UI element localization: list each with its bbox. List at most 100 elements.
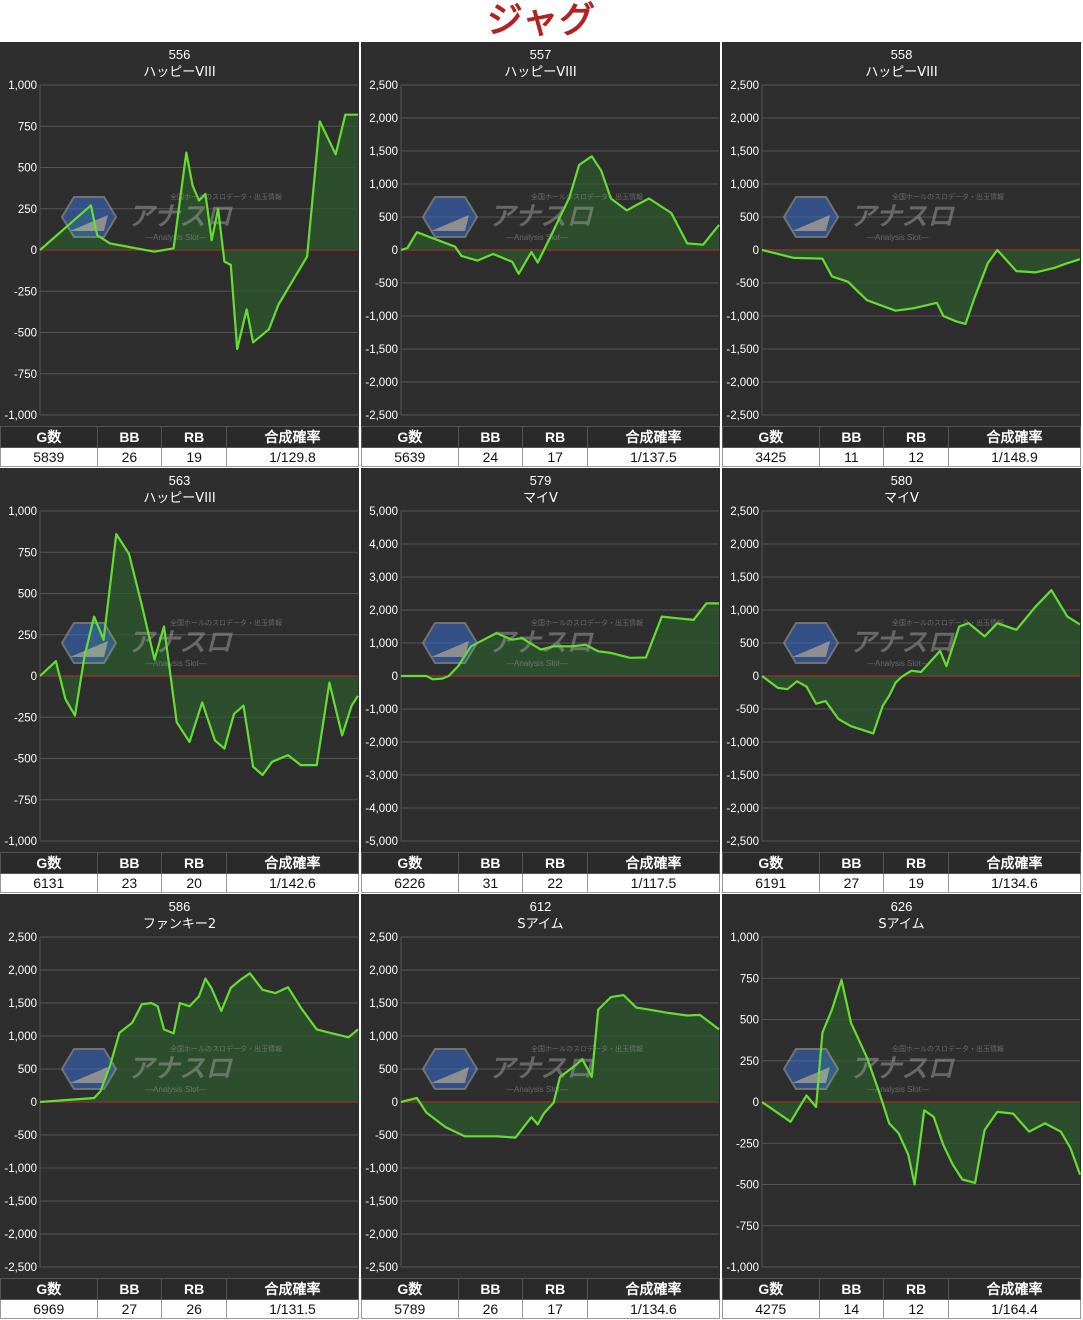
watermark-subtext: —Analysis Slot— bbox=[506, 233, 568, 242]
y-tick-label: -1,000 bbox=[4, 836, 37, 848]
machine-model: Sアイム bbox=[878, 917, 924, 932]
stats-header-cell: RB bbox=[522, 426, 588, 448]
stats-games-cell: 6131 bbox=[0, 873, 98, 893]
watermark-caption: 全国ホールのスロデータ・出玉情報 bbox=[170, 618, 282, 627]
stats-header-cell: 合成確率 bbox=[947, 426, 1082, 448]
watermark-logo: アナスロ—Analysis Slot— 全国ホールのスロデータ・出玉情報 bbox=[60, 618, 282, 668]
chart-panel: 612 Sアイム 2,500 2,000 1,500 1,000 500 0 -500 -1,00… bbox=[361, 894, 721, 1319]
y-tick-label: -750 bbox=[14, 369, 37, 381]
machine-model: ファンキー2 bbox=[143, 917, 216, 932]
stats-header-row: G数 BB RB 合成確率 bbox=[361, 426, 721, 448]
area-fill bbox=[401, 995, 719, 1138]
y-tick-label: 0 bbox=[753, 245, 759, 257]
y-tick-label: 250 bbox=[18, 204, 37, 216]
stats-prob-cell: 1/142.6 bbox=[225, 873, 360, 893]
y-tick-label: -500 bbox=[736, 704, 759, 716]
y-tick-label: 2,000 bbox=[730, 113, 759, 125]
watermark-caption: 全国ホールのスロデータ・出玉情報 bbox=[531, 618, 643, 627]
watermark-subtext: —Analysis Slot— bbox=[506, 659, 568, 668]
series-line bbox=[39, 972, 359, 1104]
stats-rb-cell: 19 bbox=[161, 447, 227, 467]
machine-model: Sアイム bbox=[517, 917, 563, 932]
y-tick-label: -500 bbox=[736, 1180, 759, 1192]
stats-header-cell: RB bbox=[522, 1278, 588, 1300]
stats-prob-cell: 1/129.8 bbox=[225, 447, 360, 467]
stats-header-cell: G数 bbox=[722, 426, 820, 448]
stats-header-cell: BB bbox=[818, 852, 885, 874]
stats-prob-cell: 1/164.4 bbox=[947, 1299, 1082, 1319]
stats-header-cell: RB bbox=[883, 426, 949, 448]
stats-header-cell: 合成確率 bbox=[947, 1278, 1082, 1300]
y-tick-label: 1,000 bbox=[8, 80, 37, 92]
y-tick-label: 4,000 bbox=[369, 539, 398, 551]
machine-number: 586 bbox=[169, 899, 191, 914]
y-tick-label: 500 bbox=[379, 212, 398, 224]
y-tick-label: -2,500 bbox=[4, 1262, 37, 1274]
watermark-text: アナスロ bbox=[850, 1054, 955, 1084]
y-tick-label: -1,000 bbox=[365, 1163, 398, 1175]
machine-model: マイV bbox=[884, 491, 919, 506]
stats-table: G数 BB RB 合成確率 6131 23 20 1/142.6 bbox=[0, 852, 360, 893]
watermark-logo: アナスロ—Analysis Slot— 全国ホールのスロデータ・出玉情報 bbox=[421, 1044, 643, 1094]
stats-header-cell: RB bbox=[161, 852, 227, 874]
watermark-caption: 全国ホールのスロデータ・出玉情報 bbox=[892, 192, 1004, 201]
stats-header-cell: G数 bbox=[0, 1278, 98, 1300]
y-tick-label: 500 bbox=[740, 1015, 759, 1027]
y-tick-label: -500 bbox=[375, 1130, 398, 1142]
y-tick-label: -2,500 bbox=[365, 1262, 398, 1274]
machine-model: ハッピーVIII bbox=[504, 65, 576, 80]
y-tick-label: 1,500 bbox=[8, 998, 37, 1010]
chart-panel: 586 ファンキー2 2,500 2,000 1,500 1,000 500 0 -500 -1,… bbox=[0, 894, 360, 1319]
stats-table: G数 BB RB 合成確率 4275 14 12 1/164.4 bbox=[722, 1278, 1082, 1319]
chart-panel: 563 ハッピーVIII 1,000 750 500 250 0 -250 -500 -750 -1… bbox=[0, 468, 360, 893]
stats-header-cell: BB bbox=[96, 852, 163, 874]
watermark-text: アナスロ bbox=[128, 202, 233, 232]
stats-header-row: G数 BB RB 合成確率 bbox=[722, 852, 1082, 874]
stats-rb-cell: 22 bbox=[522, 873, 588, 893]
line-chart: 563 ハッピーVIII 1,000 750 500 250 0 -250 -500 -750 -1… bbox=[4, 473, 359, 848]
stats-bb-cell: 27 bbox=[96, 1299, 163, 1319]
y-tick-label: 0 bbox=[31, 671, 37, 683]
y-tick-label: 1,000 bbox=[369, 638, 398, 650]
stats-header-cell: RB bbox=[522, 852, 588, 874]
chart-panel: 558 ハッピーVIII 2,500 2,000 1,500 1,000 500 0 -500 -… bbox=[722, 42, 1082, 467]
stats-bb-cell: 23 bbox=[96, 873, 163, 893]
area-fill bbox=[40, 973, 358, 1102]
stats-header-cell: BB bbox=[96, 426, 163, 448]
series-line bbox=[400, 155, 720, 275]
line-chart: 586 ファンキー2 2,500 2,000 1,500 1,000 500 0 -500 -1,… bbox=[4, 899, 359, 1274]
series-line bbox=[401, 602, 719, 681]
line-chart: 558 ハッピーVIII 2,500 2,000 1,500 1,000 500 0 -500 -… bbox=[726, 47, 1081, 422]
stats-header-row: G数 BB RB 合成確率 bbox=[0, 426, 360, 448]
y-tick-label: 2,000 bbox=[369, 113, 398, 125]
stats-header-cell: RB bbox=[883, 1278, 949, 1300]
area-fill bbox=[40, 114, 358, 349]
y-tick-label: 1,500 bbox=[730, 146, 759, 158]
stats-header-row: G数 BB RB 合成確率 bbox=[0, 1278, 360, 1300]
stats-header-cell: 合成確率 bbox=[225, 1278, 360, 1300]
y-tick-label: -250 bbox=[14, 286, 37, 298]
stats-value-row: 5789 26 17 1/134.6 bbox=[361, 1299, 721, 1319]
line-chart: 580 マイV 2,500 2,000 1,500 1,000 500 0 -500 -1,000… bbox=[726, 473, 1081, 848]
stats-bb-cell: 11 bbox=[818, 447, 885, 467]
stats-header-cell: G数 bbox=[722, 852, 820, 874]
stats-value-row: 6131 23 20 1/142.6 bbox=[0, 873, 360, 893]
stats-games-cell: 3425 bbox=[722, 447, 820, 467]
stats-value-row: 4275 14 12 1/164.4 bbox=[722, 1299, 1082, 1319]
y-tick-label: -1,500 bbox=[726, 770, 759, 782]
stats-bb-cell: 27 bbox=[818, 873, 885, 893]
page-title: ジャグ bbox=[486, 0, 597, 41]
stats-bb-cell: 31 bbox=[457, 873, 524, 893]
watermark-caption: 全国ホールのスロデータ・出玉情報 bbox=[170, 1044, 282, 1053]
machine-model: マイV bbox=[523, 491, 558, 506]
watermark-subtext: —Analysis Slot— bbox=[145, 1085, 207, 1094]
stats-value-row: 6969 27 26 1/131.5 bbox=[0, 1299, 360, 1319]
y-tick-label: 2,000 bbox=[8, 965, 37, 977]
y-tick-label: 2,500 bbox=[8, 932, 37, 944]
stats-games-cell: 4275 bbox=[722, 1299, 820, 1319]
stats-header-cell: 合成確率 bbox=[586, 1278, 721, 1300]
y-tick-label: 500 bbox=[740, 212, 759, 224]
y-tick-label: 0 bbox=[31, 245, 37, 257]
stats-value-row: 5639 24 17 1/137.5 bbox=[361, 447, 721, 467]
chart-panel: 579 マイV 5,000 4,000 3,000 2,000 1,000 0 -1,000 -2… bbox=[361, 468, 721, 893]
